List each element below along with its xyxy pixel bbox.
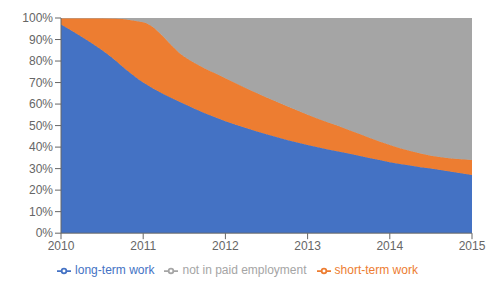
svg-text:2015: 2015 (459, 239, 486, 253)
html-text:long-term work: long-term work (75, 263, 155, 278)
html-text:not in paid employment: not in paid employment (182, 263, 307, 278)
svg-text:0%: 0% (36, 226, 54, 240)
svg-text:2014: 2014 (376, 239, 403, 253)
svg-text:100%: 100% (22, 11, 53, 25)
svg-text:50%: 50% (29, 119, 53, 133)
svg-text:40%: 40% (29, 140, 53, 154)
svg-text:2012: 2012 (212, 239, 239, 253)
svg-text:2010: 2010 (48, 239, 75, 253)
svg-text:80%: 80% (29, 54, 53, 68)
svg-text:20%: 20% (29, 183, 53, 197)
svg-text:90%: 90% (29, 33, 53, 47)
svg-text:70%: 70% (29, 76, 53, 90)
svg-text:10%: 10% (29, 205, 53, 219)
svg-text:30%: 30% (29, 162, 53, 176)
svg-text:60%: 60% (29, 97, 53, 111)
svg-text:2011: 2011 (130, 239, 156, 253)
html-text:short-term work: short-term work (334, 263, 418, 278)
svg-text:2013: 2013 (294, 239, 321, 253)
